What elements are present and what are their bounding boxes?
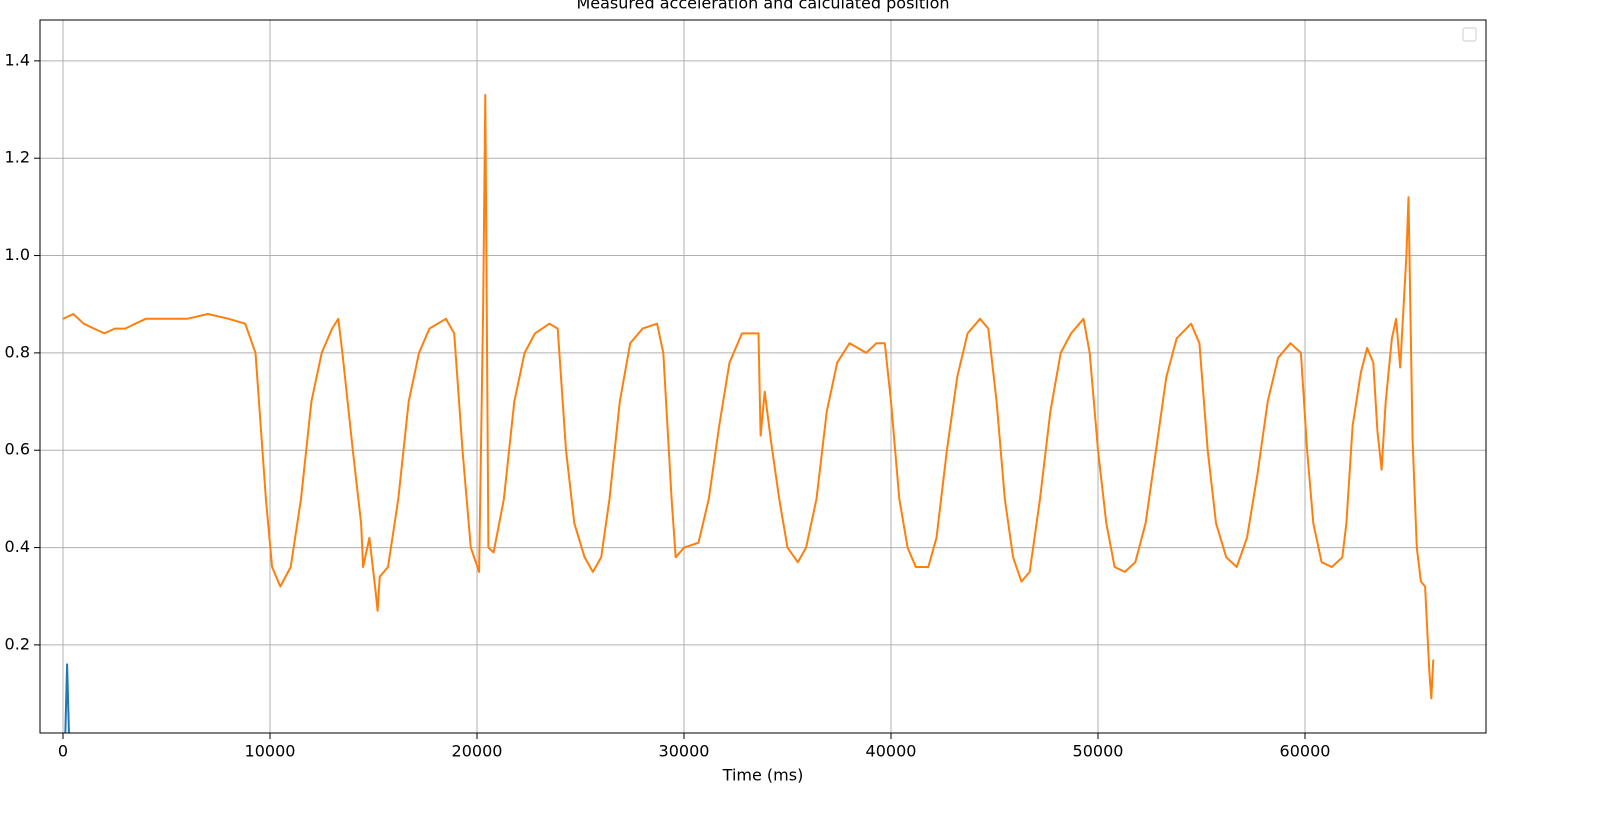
data-line [64,663,70,733]
x-tick-label: 40000 [866,742,917,761]
x-tick-label: 60000 [1280,742,1331,761]
x-tick-label: 30000 [659,742,710,761]
x-tick-label: 10000 [245,742,296,761]
y-tick-label: 1.4 [5,50,30,69]
x-tick-label: 0 [58,742,68,761]
x-tick-label: 50000 [1073,742,1124,761]
y-tick-label: 0.4 [5,537,30,556]
x-tick-label: 20000 [452,742,503,761]
chart-title: Measured acceleration and calculated pos… [576,0,949,13]
y-tick-label: 0.8 [5,342,30,361]
plot-area [62,94,1435,733]
axes-frame [39,19,1487,734]
legend [1462,27,1477,42]
y-tick-label: 0.2 [5,634,30,653]
y-tick-label: 1.2 [5,148,30,167]
y-tick-label: 1.0 [5,245,30,264]
x-axis-label: Time (ms) [722,766,804,785]
y-tick-label: 0.6 [5,440,30,459]
grid [40,20,1486,733]
data-line [62,94,1435,700]
